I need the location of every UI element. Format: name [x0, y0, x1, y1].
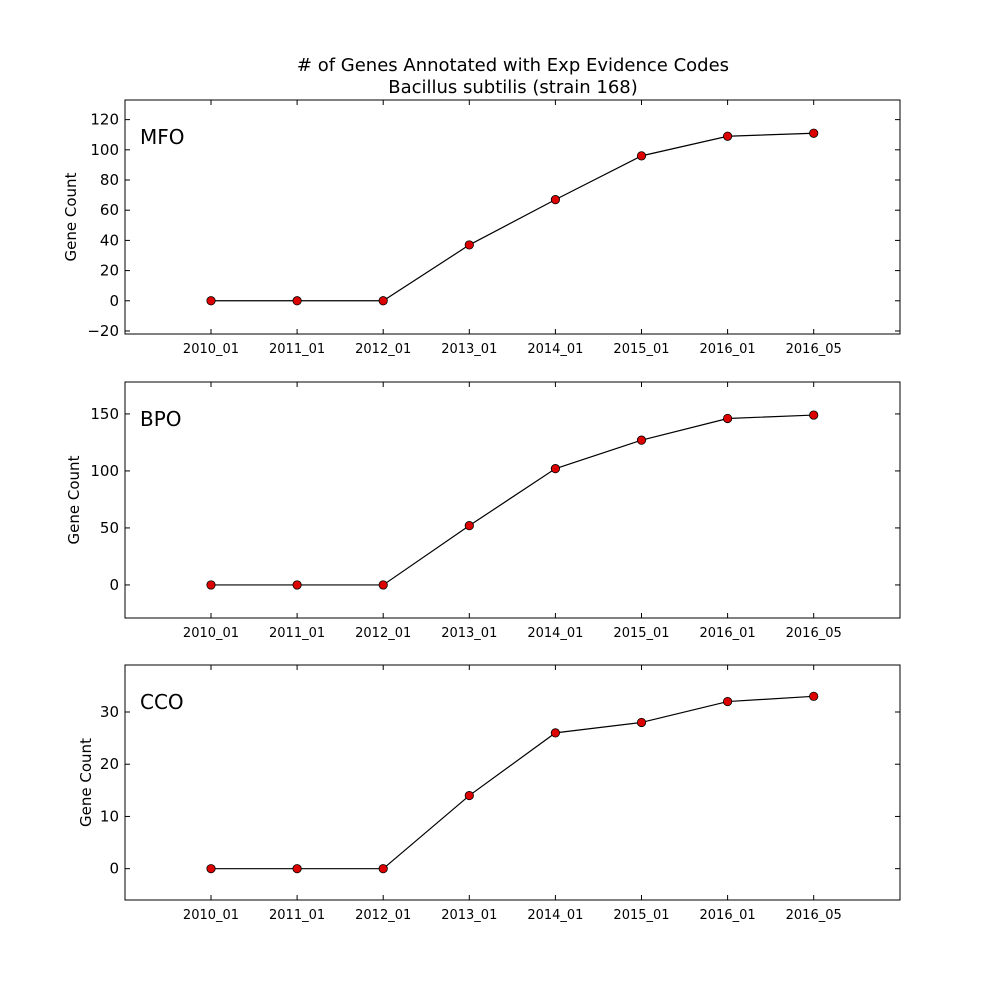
panel-label: MFO [140, 125, 185, 149]
x-tick-label: 2010_01 [183, 626, 239, 641]
subplot-mfo: −20 0 20 40 60 80 100 120 2010_01 2011_01 2012_01 2… [62, 99, 901, 357]
x-tick-label: 2016_01 [700, 626, 756, 641]
axes-frame [124, 99, 901, 335]
x-tick-label: 2011_01 [269, 342, 325, 357]
y-tick-label: 150 [90, 405, 119, 423]
data-point [464, 790, 474, 801]
y-tick-label: 60 [100, 201, 119, 219]
data-point [464, 521, 474, 531]
x-tick-label: 2014_01 [527, 626, 583, 641]
data-point [722, 131, 733, 141]
series-line [211, 132, 814, 302]
x-tick-label: 2016_01 [700, 342, 756, 357]
y-tick-label: 20 [100, 262, 119, 280]
y-axis-label: Gene Count [65, 455, 83, 544]
panel-label: CCO [140, 690, 184, 714]
x-tick-label: 2014_01 [527, 908, 583, 923]
x-tick-label: 2010_01 [183, 908, 239, 923]
data-point [809, 410, 819, 420]
data-point [206, 296, 216, 306]
axes-frame [124, 381, 901, 619]
x-tick-label: 2016_01 [700, 908, 756, 923]
y-axis-label: Gene Count [62, 172, 80, 261]
y-axis-label: Gene Count [77, 738, 95, 827]
panel-label: BPO [140, 407, 182, 431]
y-tick-label: 100 [90, 462, 119, 480]
y-tick-label: 80 [100, 171, 119, 189]
x-tick-label: 2016_05 [786, 342, 842, 357]
x-tick-label: 2011_01 [269, 908, 325, 923]
y-tick-label: 0 [109, 860, 119, 878]
subplot-cco: 0 10 20 30 2010_01 2011_01 2012_01 2013_01 2014_… [77, 664, 901, 923]
data-point [550, 728, 561, 738]
x-tick-label: 2012_01 [355, 342, 411, 357]
y-tick-label: 120 [90, 111, 119, 129]
x-tick-label: 2015_01 [613, 626, 669, 641]
y-tick-label: 0 [109, 576, 119, 594]
data-point [378, 296, 388, 306]
axes-frame [124, 664, 901, 901]
series-line [211, 414, 814, 586]
data-point [464, 240, 474, 250]
data-point [206, 580, 216, 590]
data-point [292, 296, 302, 306]
data-point [378, 864, 388, 874]
y-tick-label: 100 [90, 141, 119, 159]
data-point [636, 435, 647, 445]
data-point [550, 464, 561, 474]
data-point [636, 151, 647, 161]
y-tick-label: 20 [100, 755, 119, 773]
x-tick-label: 2016_05 [786, 908, 842, 923]
y-tick-label: 40 [100, 231, 119, 249]
data-point [722, 696, 733, 707]
data-point [809, 691, 819, 701]
data-point [206, 864, 216, 874]
subplot-bpo: 0 50 100 150 2010_01 2011_01 2012_01 2013_01 201… [65, 381, 901, 641]
data-point [292, 580, 302, 590]
x-tick-label: 2013_01 [441, 908, 497, 923]
y-tick-label: 0 [109, 292, 119, 310]
data-point [636, 717, 647, 728]
x-tick-label: 2015_01 [613, 908, 669, 923]
x-tick-label: 2012_01 [355, 908, 411, 923]
x-tick-label: 2015_01 [613, 342, 669, 357]
data-point [550, 195, 561, 205]
x-tick-label: 2011_01 [269, 626, 325, 641]
data-point [378, 580, 388, 590]
x-tick-label: 2012_01 [355, 626, 411, 641]
chart-title-line2: Bacillus subtilis (strain 168) [388, 77, 638, 98]
data-point [809, 128, 819, 138]
x-tick-label: 2013_01 [441, 626, 497, 641]
x-tick-label: 2014_01 [527, 342, 583, 357]
chart-title-line1: # of Genes Annotated with Exp Evidence C… [297, 55, 729, 76]
y-tick-label: 10 [100, 807, 119, 825]
y-tick-label: −20 [87, 322, 119, 340]
data-point [722, 413, 733, 424]
series-line [211, 695, 814, 870]
y-tick-label: 50 [100, 519, 119, 537]
data-point [292, 864, 302, 874]
x-tick-label: 2016_05 [786, 626, 842, 641]
x-tick-label: 2010_01 [183, 342, 239, 357]
y-tick-label: 30 [100, 703, 119, 721]
x-tick-label: 2013_01 [441, 342, 497, 357]
